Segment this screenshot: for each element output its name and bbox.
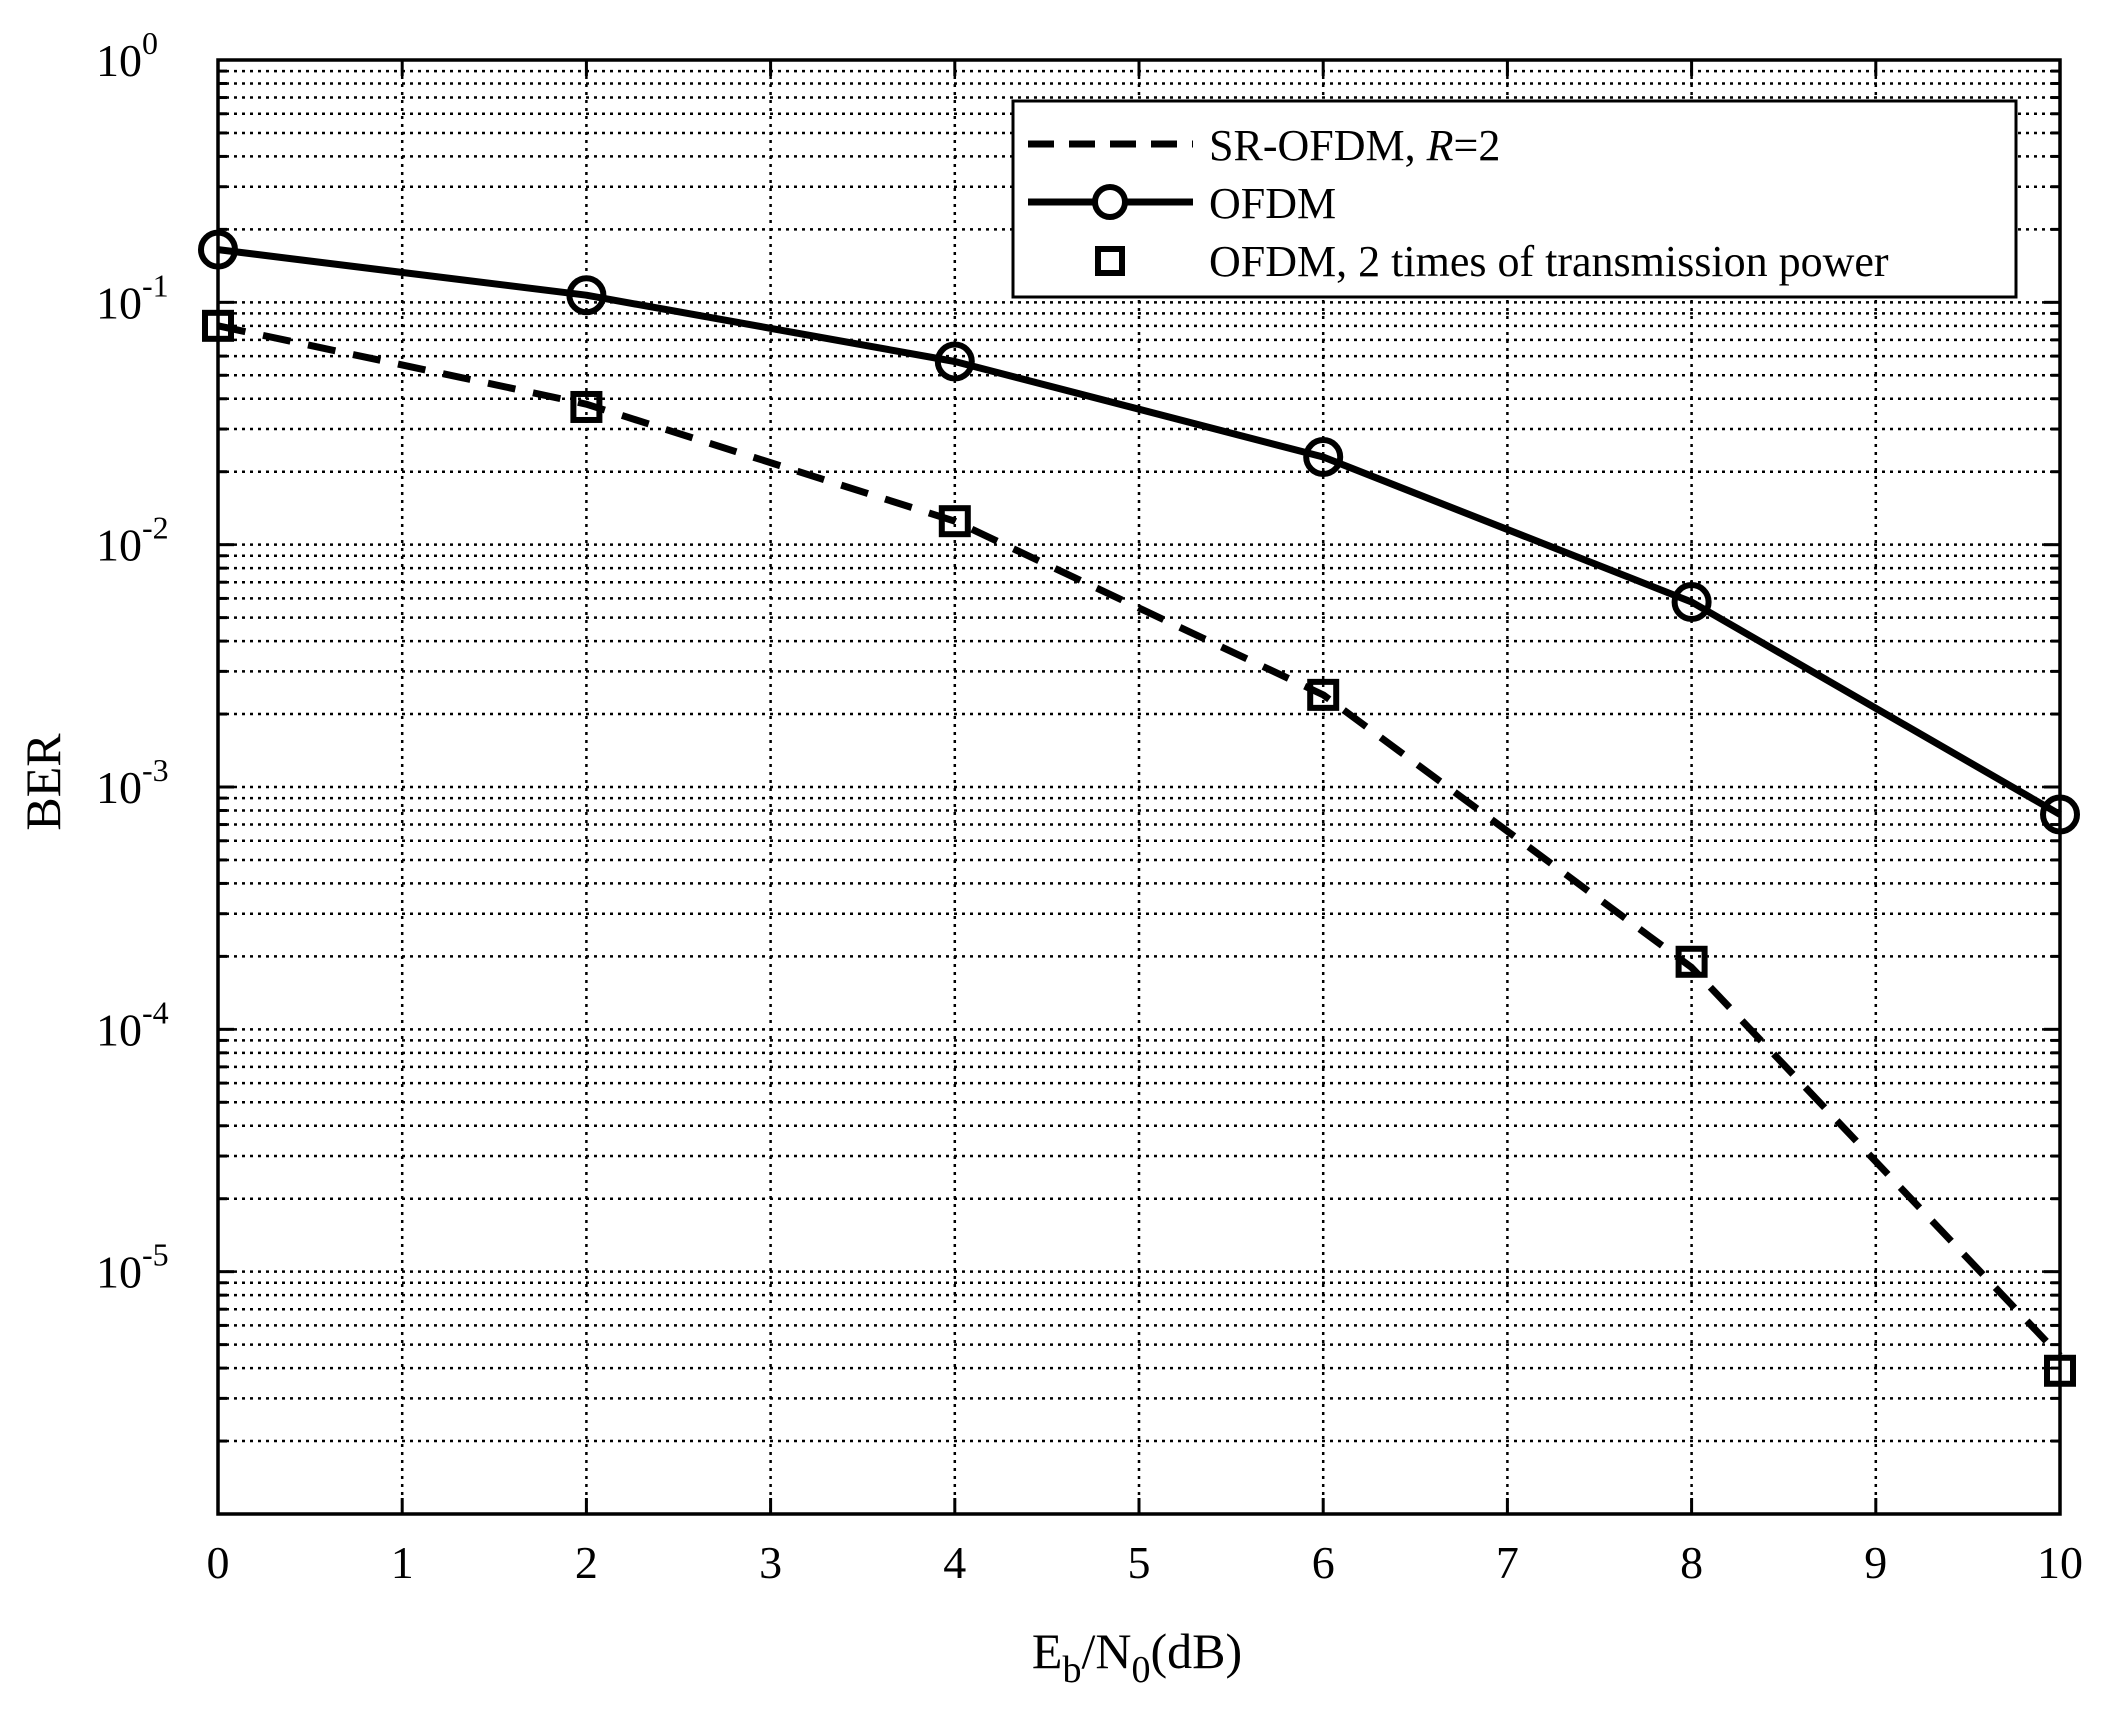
x-axis-label-tail: (dB) [1150,1623,1242,1679]
y-tick-label-exponent: 0 [142,25,158,61]
legend-label-sr-ofdm-tail: =2 [1454,121,1501,170]
y-tick-label-exponent: -4 [142,994,169,1030]
data-point-square [938,505,971,538]
x-tick-label: 8 [1680,1537,1703,1588]
legend: SR-OFDM, R=2 OFDM OFDM, 2 times of trans… [1011,99,2018,299]
data-point-square [202,309,234,342]
y-tick-label: 10-3 [96,752,169,813]
y-tick-label-base: 10 [96,1247,142,1298]
legend-entry-ofdm-2x-power: OFDM, 2 times of transmission power [1095,237,1889,286]
series-1 [198,229,2080,835]
series-layer [198,229,2080,1387]
data-point-square [1307,678,1340,711]
y-tick-label-exponent: -5 [142,1237,169,1273]
y-tick-label-base: 10 [96,35,142,86]
legend-label-sr-ofdm-main: SR-OFDM, [1209,121,1427,170]
x-axis-label: Eb/N0(dB) [1032,1623,1242,1691]
data-point-circle [1303,437,1344,478]
y-tick-label: 10-1 [96,267,169,328]
legend-label-ofdm-2x-power: OFDM, 2 times of transmission power [1209,237,1889,286]
y-tick-label-base: 10 [96,1004,142,1055]
legend-label-ofdm: OFDM [1209,179,1336,228]
x-axis-label-main: E [1032,1623,1063,1679]
y-tick-label-exponent: -1 [142,267,169,303]
data-point-square [2044,1354,2076,1387]
x-tick-label: 5 [1128,1537,1151,1588]
y-tick-label: 10-2 [96,510,169,571]
legend-label-sr-ofdm: SR-OFDM, R=2 [1209,121,1500,170]
series-2 [202,309,2076,1387]
data-point-circle [2040,794,2080,835]
x-axis-label-sub1: b [1062,1649,1081,1691]
data-point-square [1675,945,1708,978]
legend-entry-sr-ofdm: SR-OFDM, R=2 [1028,121,1500,170]
y-tick-label-base: 10 [96,520,142,571]
y-axis-label: BER [15,733,71,831]
x-tick-label: 6 [1312,1537,1335,1588]
legend-label-sr-ofdm-italic: R [1426,121,1454,170]
y-tick-label-exponent: -3 [142,752,169,788]
x-tick-label: 0 [207,1537,230,1588]
x-tick-label: 7 [1496,1537,1519,1588]
x-axis-label-mid: /N [1081,1623,1131,1679]
x-tick-label: 3 [759,1537,782,1588]
x-tick-label: 4 [943,1537,966,1588]
data-point-circle [1671,581,1712,622]
x-tick-label: 10 [2037,1537,2083,1588]
y-tick-label-base: 10 [96,762,142,813]
data-point-square [570,390,603,423]
tick-marks [216,60,2062,1516]
legend-marker-square [1095,246,1125,276]
y-tick-label-base: 10 [96,277,142,328]
series-line-solid [217,246,2062,818]
data-point-circle [198,229,238,270]
data-point-circle [934,341,975,382]
y-tick-label: 100 [96,25,158,86]
x-tick-label: 9 [1864,1537,1887,1588]
x-tick-label: 1 [391,1537,414,1588]
legend-entry-ofdm: OFDM [1028,179,1336,228]
y-tick-label: 10-5 [96,1237,169,1298]
y-tick-label-exponent: -2 [142,510,169,546]
x-axis-label-sub2: 0 [1131,1649,1150,1691]
x-tick-label: 2 [575,1537,598,1588]
x-tick-labels: 0 1 2 3 4 5 6 7 8 9 10 [207,1537,2084,1588]
series-line-dashed [217,322,2063,1359]
y-tick-label: 10-4 [96,994,169,1055]
legend-marker-circle [1092,184,1128,220]
series-0 [217,322,2063,1359]
data-point-circle [566,275,607,316]
